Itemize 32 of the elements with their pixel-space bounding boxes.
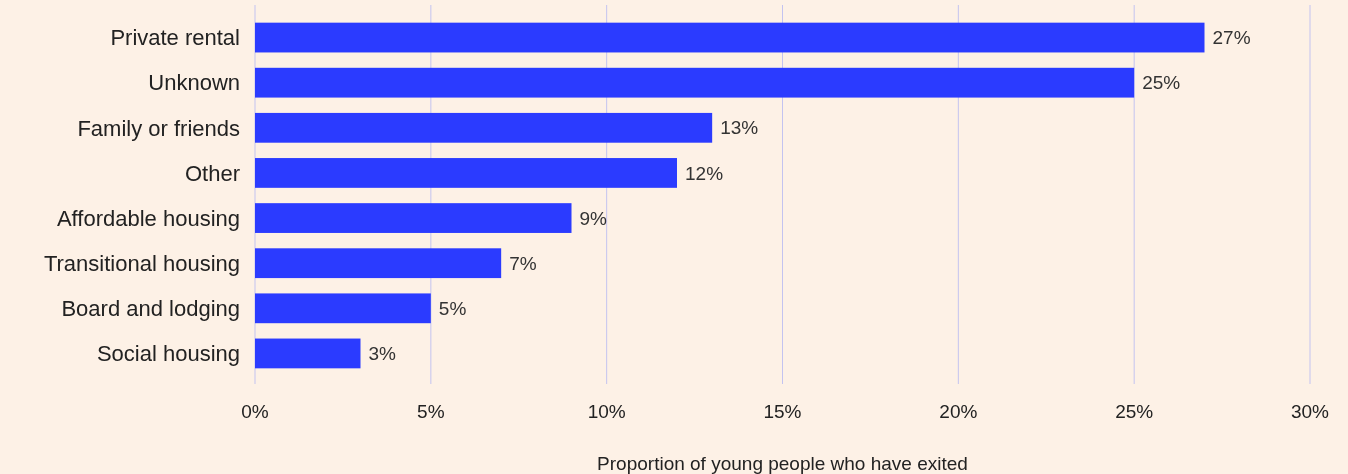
y-tick-label: Private rental [110,25,240,51]
bar [255,293,431,324]
x-axis-title: Proportion of young people who have exited [597,452,968,474]
bar [255,112,713,143]
y-tick-label: Family or friends [77,115,240,141]
x-tick-label: 15% [763,400,802,422]
y-tick-label: Unknown [148,70,240,96]
x-tick-label: 5% [417,400,445,422]
data-label: 27% [1212,27,1251,49]
x-tick-label: 10% [587,400,626,422]
bar [255,158,677,188]
data-label: 3% [368,343,397,365]
data-label: 25% [1142,72,1181,94]
bar [255,203,572,233]
y-tick-label: Social housing [96,341,240,367]
y-tick-label: Board and lodging [61,296,240,322]
bar [255,67,1135,98]
y-tick-label: Affordable housing [56,205,240,231]
bar [255,338,361,369]
x-tick-label: 25% [1115,400,1154,422]
y-tick-label: Transitional housing [43,250,240,276]
data-label: 13% [720,117,759,139]
data-label: 9% [579,207,608,229]
bar [255,22,1205,53]
data-label: 5% [438,297,467,319]
x-tick-label: 30% [1290,400,1330,422]
y-tick-label: Other [184,160,240,186]
data-label: 12% [685,162,724,184]
data-label: 7% [509,252,537,274]
x-tick-label: 20% [939,400,978,422]
x-tick-label: 0% [241,400,269,422]
bar [255,248,502,279]
